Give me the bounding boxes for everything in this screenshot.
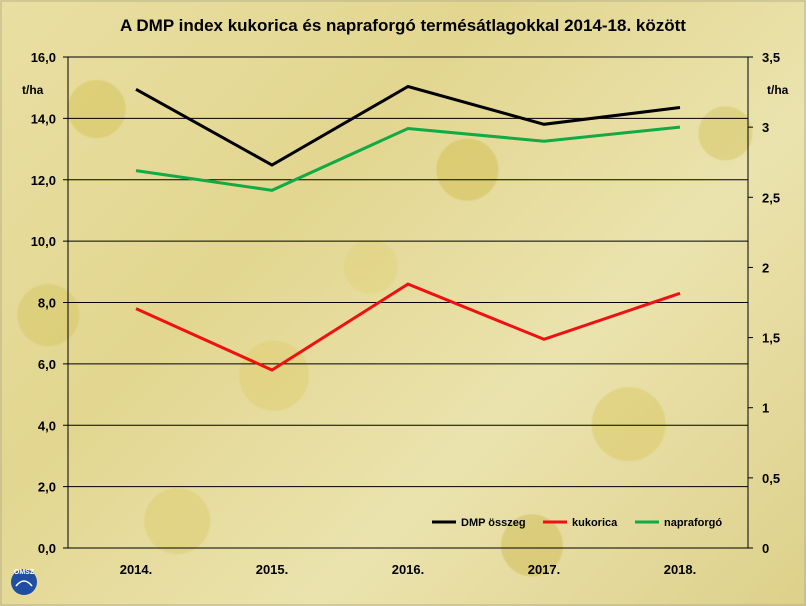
left-tick-label: 2,0: [38, 480, 56, 495]
right-axis-ticks: 0 0,5 1 1,5 2 2,5 3 3,5: [748, 50, 780, 556]
x-tick-label: 2017.: [528, 562, 561, 577]
legend-label: napraforgó: [664, 517, 722, 529]
legend-label: kukorica: [572, 517, 618, 529]
right-tick-label: 1,5: [762, 331, 780, 346]
right-tick-label: 1: [762, 401, 769, 416]
left-tick-label: 16,0: [31, 50, 56, 65]
left-tick-label: 10,0: [31, 234, 56, 249]
right-tick-label: 0,5: [762, 471, 780, 486]
right-tick-label: 3: [762, 120, 769, 135]
left-tick-label: 0,0: [38, 541, 56, 556]
x-tick-label: 2016.: [392, 562, 425, 577]
logo-mark-icon: [15, 580, 33, 587]
series-lines: [135, 84, 681, 372]
series-line-kukorica: [135, 282, 681, 372]
legend-label: DMP összeg: [461, 517, 526, 529]
omsz-logo: OMSZ: [11, 569, 37, 595]
right-tick-label: 0: [762, 541, 769, 556]
right-axis-unit: t/ha: [767, 83, 789, 97]
right-tick-label: 3,5: [762, 50, 780, 65]
right-tick-label: 2: [762, 260, 769, 275]
left-tick-label: 8,0: [38, 296, 56, 311]
series-line-napraforgó: [135, 125, 681, 192]
right-tick-label: 2,5: [762, 190, 780, 205]
left-tick-label: 4,0: [38, 418, 56, 433]
left-axis-ticks: 0,0 2,0 4,0 6,0 8,0 10,0 12,0 14,0 16,0: [31, 50, 68, 556]
logo-badge: [11, 569, 37, 595]
legend: DMP összeg kukorica napraforgó: [432, 517, 722, 529]
logo-text: OMSZ: [14, 569, 35, 576]
x-axis-ticks: 2014. 2015. 2016. 2017. 2018.: [120, 562, 697, 577]
grid-lines: [68, 56, 748, 488]
x-tick-label: 2014.: [120, 562, 153, 577]
x-tick-label: 2018.: [664, 562, 697, 577]
x-tick-label: 2015.: [256, 562, 289, 577]
series-line-DMP-összeg: [135, 84, 681, 167]
left-tick-label: 14,0: [31, 111, 56, 126]
left-tick-label: 6,0: [38, 357, 56, 372]
left-axis-unit: t/ha: [22, 83, 44, 97]
left-tick-label: 12,0: [31, 173, 56, 188]
chart-title: A DMP index kukorica és napraforgó termé…: [120, 16, 686, 35]
